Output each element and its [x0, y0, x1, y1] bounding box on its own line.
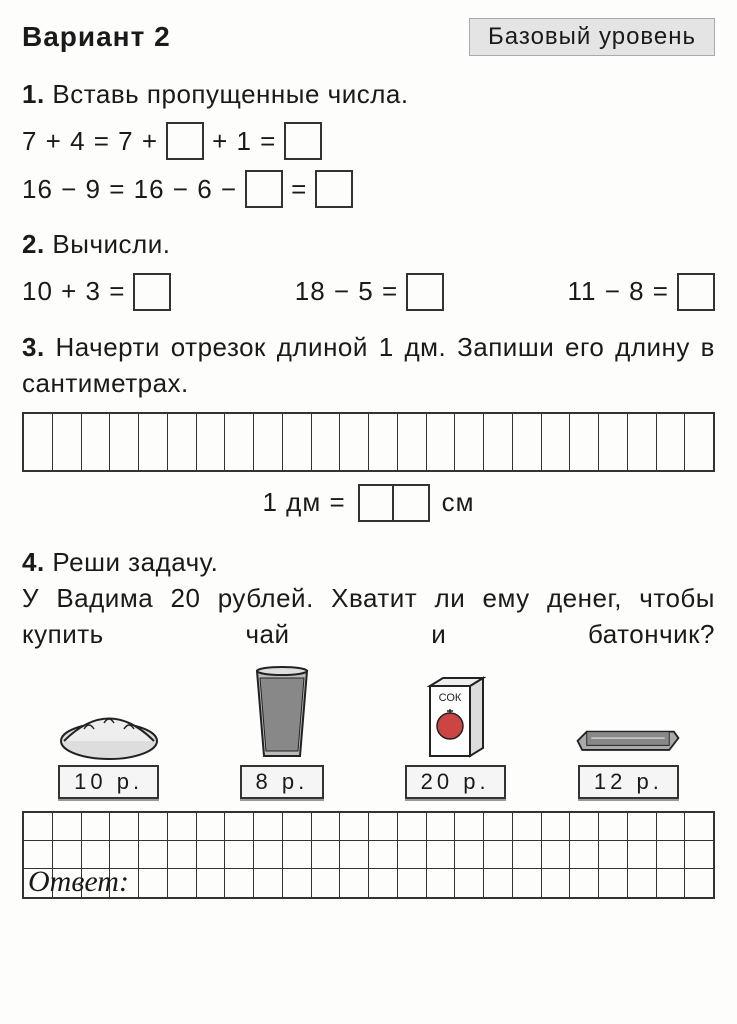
answer-box[interactable]: [677, 273, 715, 311]
answer-area: Ответ:: [22, 811, 715, 899]
task-1-title: 1. Вставь пропущенные числа.: [22, 76, 715, 112]
task-1-text: Вставь пропущенные числа.: [52, 79, 408, 109]
eq-text: 10 + 3 =: [22, 276, 125, 307]
task-4-body: У Вадима 20 рублей. Хватит ли ему де­нег…: [22, 580, 715, 653]
bread-icon: [54, 671, 164, 761]
answer-box[interactable]: [166, 122, 204, 160]
item-juice: СОК 20 р.: [400, 671, 510, 799]
task-4: 4. Реши задачу. У Вадима 20 рублей. Хват…: [22, 544, 715, 899]
task-1-number: 1.: [22, 79, 45, 109]
dm-right: см: [442, 487, 475, 518]
eq-text: 18 − 5 =: [295, 276, 398, 307]
task-1-eq-2: 16 − 9 = 16 − 6 − =: [22, 170, 715, 208]
task-2-text: Вычисли.: [52, 229, 170, 259]
price-tag: 8 р.: [240, 765, 325, 799]
price-tag: 12 р.: [578, 765, 679, 799]
item-tea: 8 р.: [227, 671, 337, 799]
task-2-eq-2: 18 − 5 =: [295, 273, 444, 311]
answer-box-double[interactable]: [358, 484, 430, 522]
drawing-grid[interactable]: [22, 412, 715, 472]
level-badge: Базовый уровень: [469, 18, 715, 56]
task-1-eq-1: 7 + 4 = 7 + + 1 =: [22, 122, 715, 160]
eq-text: 7 + 4 = 7 +: [22, 126, 158, 157]
answer-label: Ответ:: [28, 865, 129, 899]
task-2: 2. Вычисли. 10 + 3 = 18 − 5 = 11 − 8 =: [22, 226, 715, 310]
variant-title: Вариант 2: [22, 21, 171, 53]
item-bread: 10 р.: [54, 671, 164, 799]
price-tag: 10 р.: [58, 765, 159, 799]
eq-text: 16 − 9 = 16 − 6 −: [22, 174, 237, 205]
task-3-number: 3.: [22, 332, 45, 362]
svg-text:СОК: СОК: [439, 692, 462, 704]
answer-box[interactable]: [245, 170, 283, 208]
answer-box[interactable]: [133, 273, 171, 311]
task-3-title: 3. Начерти отрезок длиной 1 дм. Запиши е…: [22, 329, 715, 402]
header: Вариант 2 Базовый уровень: [22, 18, 715, 56]
task-2-equations: 10 + 3 = 18 − 5 = 11 − 8 =: [22, 273, 715, 311]
answer-box[interactable]: [284, 122, 322, 160]
answer-box[interactable]: [406, 273, 444, 311]
tea-icon: [227, 671, 337, 761]
task-2-eq-1: 10 + 3 =: [22, 273, 171, 311]
eq-text: =: [291, 174, 307, 205]
task-3: 3. Начерти отрезок длиной 1 дм. Запиши е…: [22, 329, 715, 522]
dm-left: 1 дм =: [262, 487, 345, 518]
task-4-heading: Реши задачу.: [52, 547, 218, 577]
item-bar: 12 р.: [573, 671, 683, 799]
eq-text: + 1 =: [212, 126, 276, 157]
answer-box[interactable]: [315, 170, 353, 208]
task-2-eq-3: 11 − 8 =: [568, 273, 716, 311]
eq-text: 11 − 8 =: [568, 276, 670, 307]
task-2-title: 2. Вычисли.: [22, 226, 715, 262]
task-4-title: 4. Реши задачу.: [22, 544, 715, 580]
dm-conversion: 1 дм = см: [22, 484, 715, 522]
juice-icon: СОК: [400, 671, 510, 761]
task-4-number: 4.: [22, 547, 45, 577]
task-2-number: 2.: [22, 229, 45, 259]
items-row: 10 р. 8 р. СОК: [22, 671, 715, 799]
task-3-text: Начерти отрезок длиной 1 дм. Запиши его …: [22, 332, 715, 398]
price-tag: 20 р.: [405, 765, 506, 799]
bar-icon: [573, 671, 683, 761]
task-1: 1. Вставь пропущенные числа. 7 + 4 = 7 +…: [22, 76, 715, 208]
